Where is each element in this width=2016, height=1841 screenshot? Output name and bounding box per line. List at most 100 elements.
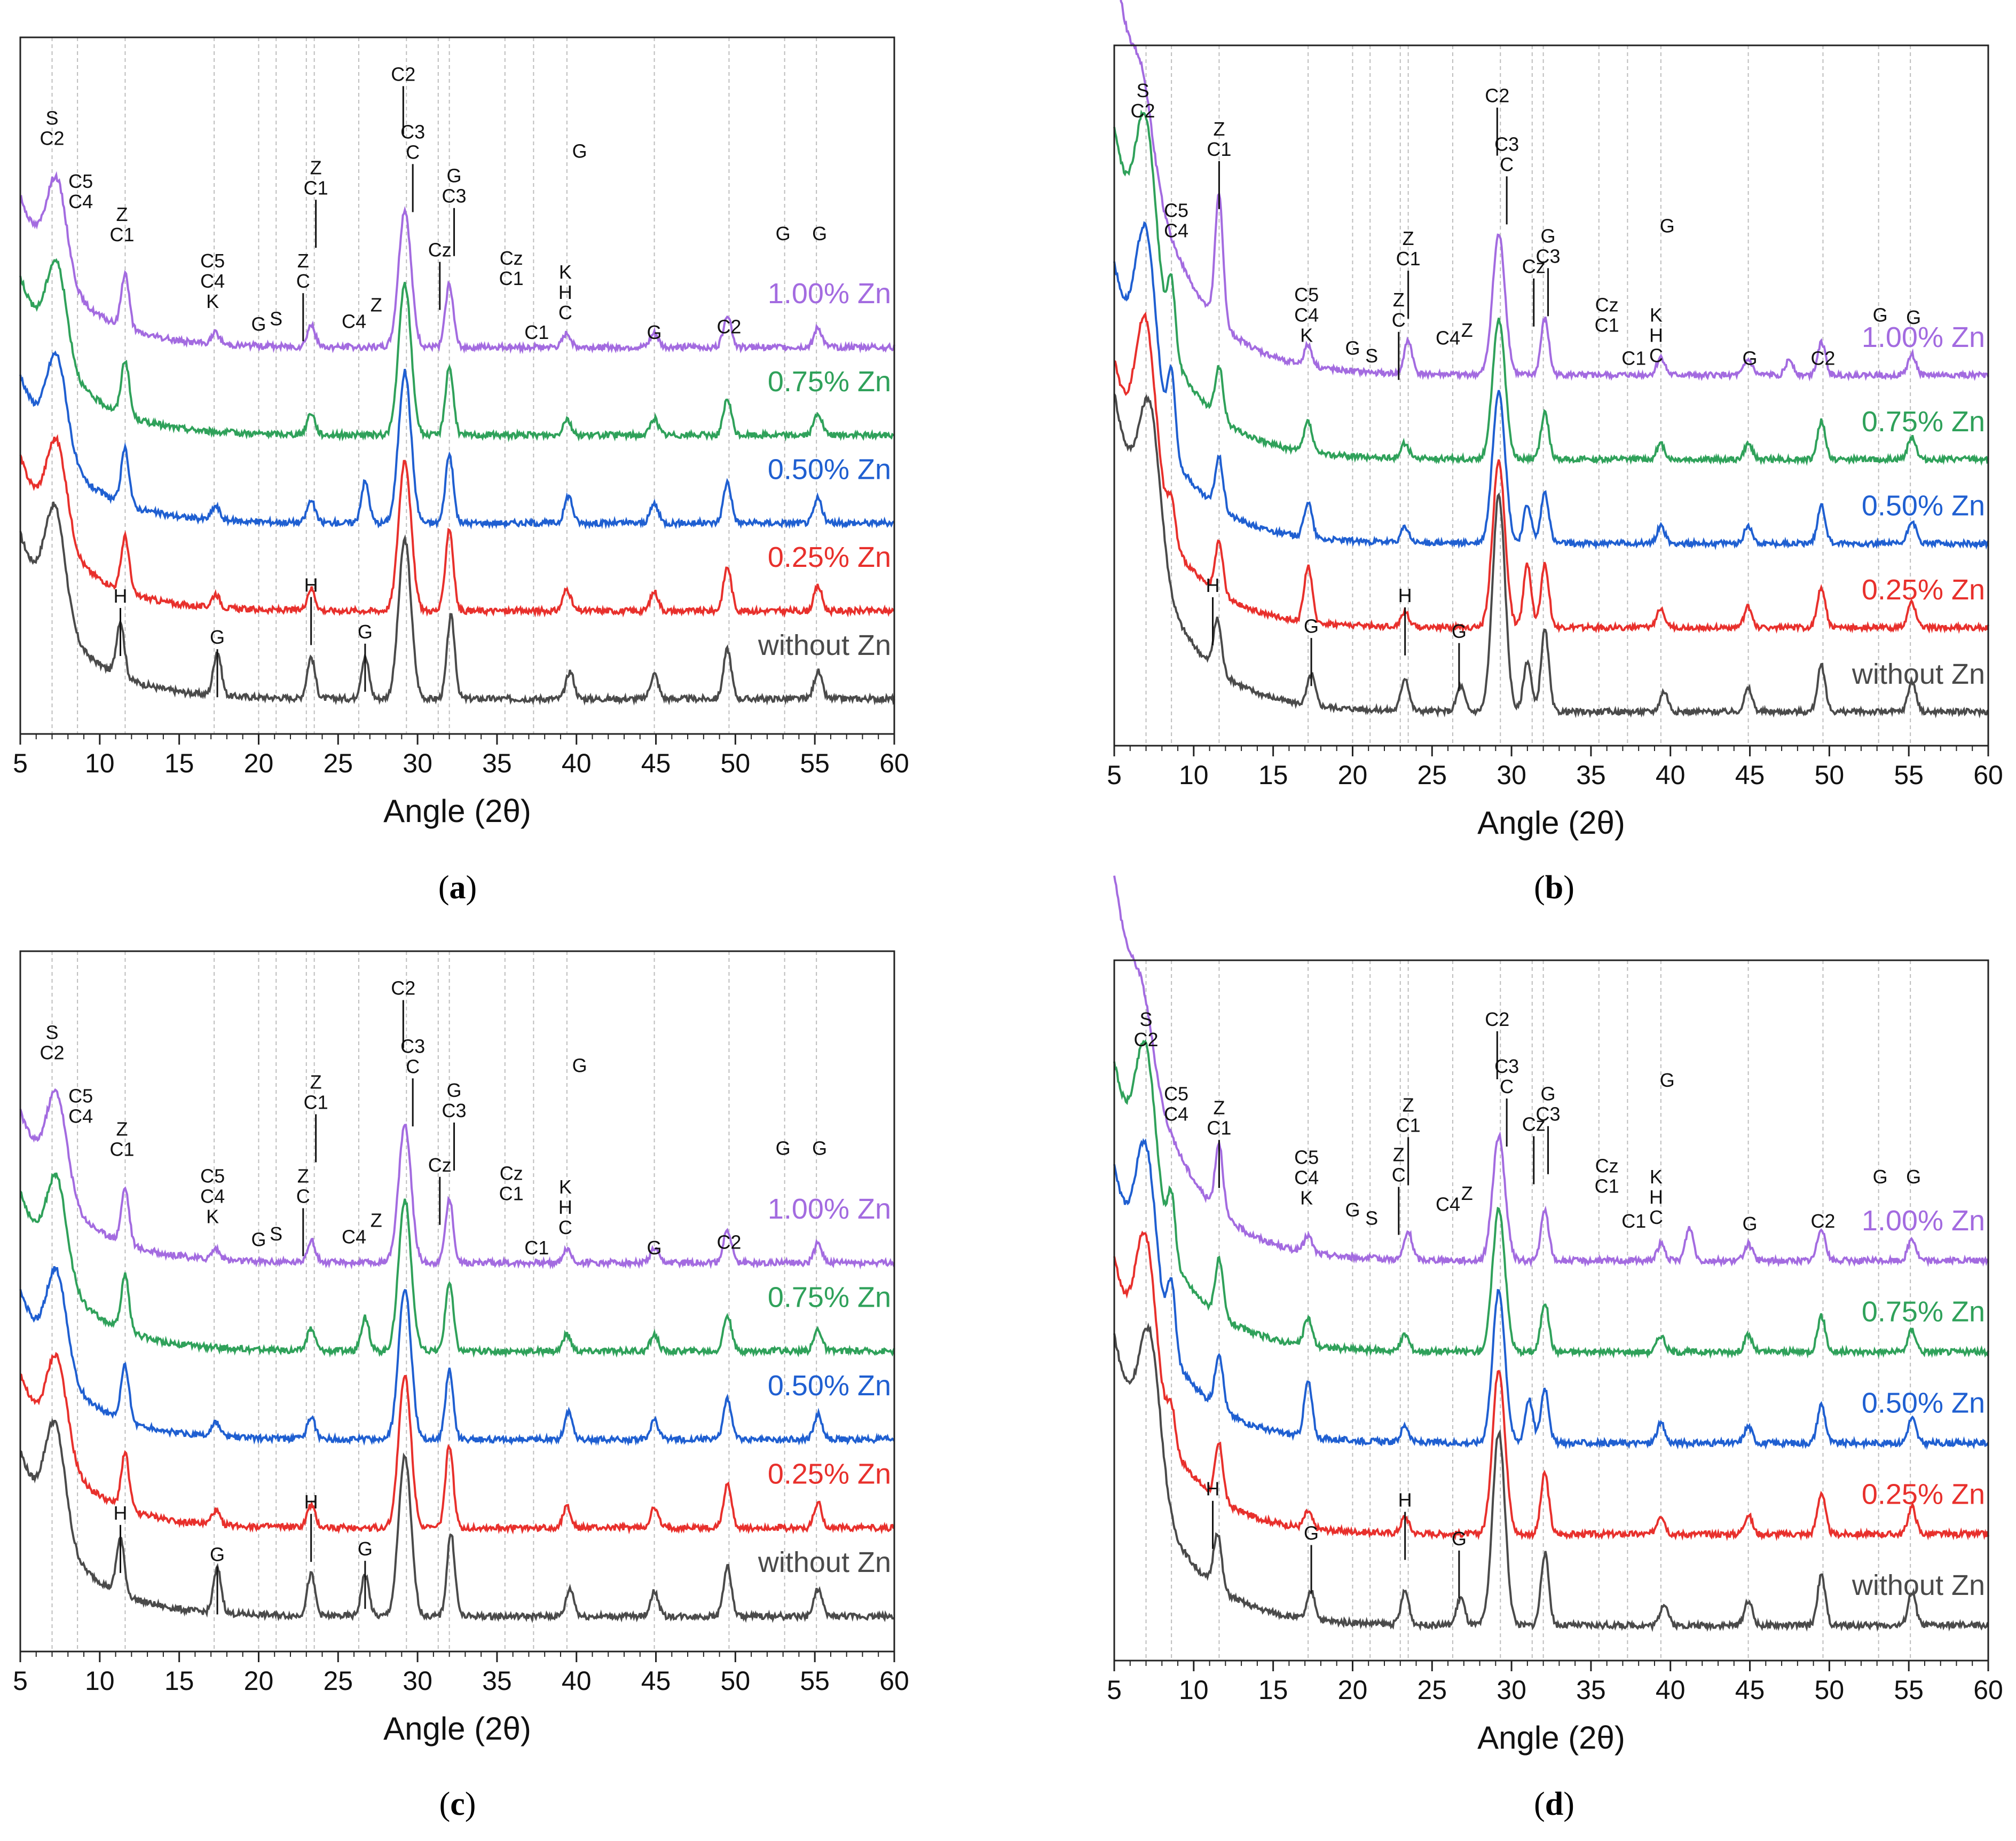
phase-annotation: C5 xyxy=(1294,283,1319,305)
phase-annotation: C1 xyxy=(1207,138,1231,160)
phase-annotation: C3 xyxy=(400,1035,425,1057)
x-tick-label: 45 xyxy=(1735,760,1765,790)
x-tick-label: 10 xyxy=(85,748,115,778)
x-tick-label: 35 xyxy=(1576,1675,1606,1705)
series-label: 0.75% Zn xyxy=(1862,406,1985,438)
series-line-0-25-zn xyxy=(19,434,895,618)
x-tick-label: 30 xyxy=(1497,760,1526,790)
x-tick-label: 15 xyxy=(164,1666,194,1696)
phase-annotation: G xyxy=(251,313,266,335)
series-label: 0.75% Zn xyxy=(1862,1296,1985,1328)
phase-annotation: C xyxy=(1500,1076,1514,1097)
phase-annotation: G xyxy=(812,1137,827,1159)
plot-frame xyxy=(1113,959,1989,1662)
phase-annotation: Z xyxy=(1403,227,1414,249)
phase-annotation: C1 xyxy=(524,321,549,343)
plot-frame xyxy=(1113,44,1989,747)
series-line-0-50-zn xyxy=(1113,221,1989,550)
panel-b: without Zn 0.25% Zn 0.50% Zn 0.75% Zn 1.00% … xyxy=(1107,0,2003,841)
phase-annotation: G xyxy=(572,140,587,162)
phase-annotation: H xyxy=(1398,1489,1412,1511)
x-tick-label: 60 xyxy=(879,748,909,778)
phase-annotation: C2 xyxy=(1810,1210,1835,1232)
series-line-0-25-zn xyxy=(1113,1230,1989,1542)
phase-annotation: G xyxy=(1345,1199,1360,1221)
phase-annotation: G xyxy=(1452,620,1467,642)
plot-frame xyxy=(19,36,895,735)
phase-annotation: C2 xyxy=(1485,85,1509,107)
phase-annotation: G xyxy=(1873,304,1888,326)
phase-annotation: Z xyxy=(116,1118,128,1140)
x-tick-label: 40 xyxy=(1656,760,1686,790)
phase-annotation: S xyxy=(1365,345,1378,367)
series-line-without-zn xyxy=(1113,1322,1989,1632)
phase-annotation: H xyxy=(1398,584,1412,606)
phase-annotation: Z xyxy=(1461,319,1473,341)
phase-annotation: H xyxy=(114,1502,128,1524)
x-tick-label: 35 xyxy=(1576,760,1606,790)
series-line-1-00-zn xyxy=(19,1088,895,1270)
series-label: 0.75% Zn xyxy=(768,1281,891,1313)
phase-annotation: G xyxy=(251,1229,266,1251)
x-tick-label: 40 xyxy=(562,748,592,778)
x-tick-label: 30 xyxy=(403,748,432,778)
phase-annotation: S xyxy=(46,107,59,129)
phase-annotation: H xyxy=(304,1491,318,1513)
phase-annotation: C3 xyxy=(442,1100,467,1121)
series-line-without-zn xyxy=(19,1418,895,1624)
panel-caption-d: (d) xyxy=(1534,1786,1574,1822)
x-tick-label: 45 xyxy=(1735,1675,1765,1705)
phase-annotation: C4 xyxy=(342,310,366,332)
phase-annotation: K xyxy=(1650,304,1663,326)
phase-annotation: C4 xyxy=(1164,220,1188,242)
x-axis-label: Angle (2θ) xyxy=(1477,805,1625,841)
panel-d: without Zn 0.25% Zn 0.50% Zn 0.75% Zn 1.00% … xyxy=(1107,875,2003,1756)
x-tick-label: 15 xyxy=(1258,760,1288,790)
phase-annotation: Cz xyxy=(1522,1113,1546,1135)
phase-annotation: C1 xyxy=(1621,347,1646,369)
phase-annotation: H xyxy=(1206,574,1220,596)
phase-annotation: Z xyxy=(1461,1182,1473,1204)
phase-annotation: C3 xyxy=(442,185,467,207)
x-tick-label: 10 xyxy=(85,1666,115,1696)
series-line-0-25-zn xyxy=(19,1352,895,1535)
x-tick-label: 40 xyxy=(1656,1675,1686,1705)
series-line-without-zn xyxy=(1113,393,1989,719)
phase-annotation: G xyxy=(1906,306,1921,328)
series-label: without Zn xyxy=(758,629,891,661)
phase-annotation: C xyxy=(406,141,420,163)
phase-annotation: C5 xyxy=(200,1165,225,1187)
x-tick-label: 10 xyxy=(1179,1675,1209,1705)
phase-annotation: G xyxy=(647,321,662,343)
phase-annotation: C1 xyxy=(109,1139,134,1160)
phase-annotation: C5 xyxy=(68,1085,93,1107)
phase-annotation: C3 xyxy=(1494,1055,1519,1077)
series-label: 0.25% Zn xyxy=(768,1458,891,1490)
x-tick-label: 5 xyxy=(13,1666,28,1696)
phase-annotation: C xyxy=(1392,1164,1406,1186)
phase-annotation: G xyxy=(1452,1528,1467,1550)
x-tick-label: 35 xyxy=(482,748,512,778)
phase-annotation: C4 xyxy=(1294,304,1319,326)
phase-annotation: G xyxy=(1906,1166,1921,1188)
phase-annotation: G xyxy=(358,1538,373,1560)
x-tick-label: 50 xyxy=(721,1666,751,1696)
series-label: without Zn xyxy=(758,1546,891,1578)
phase-annotation: S xyxy=(1137,80,1149,101)
phase-annotation: C1 xyxy=(499,267,524,289)
phase-annotation: C4 xyxy=(200,270,225,292)
phase-annotation: Cz xyxy=(500,1162,523,1184)
phase-annotation: C5 xyxy=(1164,200,1188,222)
phase-annotation: G xyxy=(1660,1069,1675,1091)
phase-annotation: C5 xyxy=(1164,1083,1188,1105)
series-label: 1.00% Zn xyxy=(1862,321,1985,353)
phase-annotation: C xyxy=(1392,309,1406,331)
phase-annotation: G xyxy=(1345,337,1360,359)
phase-annotation: K xyxy=(559,1176,572,1198)
phase-annotation: C1 xyxy=(304,1092,328,1113)
phase-annotation: G xyxy=(1743,1213,1758,1235)
phase-annotation: Z xyxy=(371,1209,382,1231)
phase-annotation: G xyxy=(358,621,373,643)
